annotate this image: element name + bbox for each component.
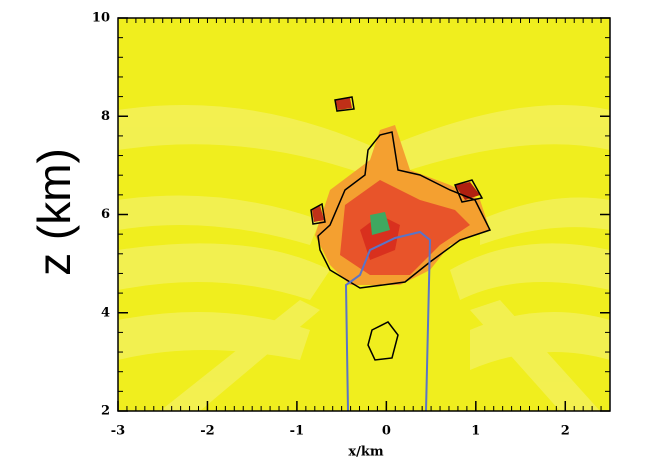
- y-tick-label: 6: [101, 207, 110, 222]
- boundary-line: [344, 230, 432, 411]
- cell: [335, 98, 352, 110]
- x-tick-label: -3: [111, 424, 125, 439]
- cell: [455, 182, 480, 200]
- cell: [312, 205, 324, 222]
- plume-hot: [360, 215, 400, 260]
- x-tick-label: -2: [200, 424, 214, 439]
- x-tick-label: 0: [382, 424, 391, 439]
- y-tick-label: 2: [101, 404, 110, 419]
- field: [118, 96, 610, 411]
- x-axis-label: x/km: [348, 445, 384, 459]
- y-tick-label: 8: [101, 109, 110, 124]
- x-tick-label: 1: [471, 424, 480, 439]
- x-tick-label: -1: [290, 424, 304, 439]
- x-tick-label: 2: [561, 424, 570, 439]
- y-axis-label: z (km): [28, 148, 80, 276]
- y-tick-label: 4: [101, 305, 110, 320]
- contours: [310, 96, 492, 361]
- cold-spot: [370, 212, 390, 235]
- wave-bands: [118, 105, 610, 411]
- y-tick-label: 10: [92, 11, 110, 26]
